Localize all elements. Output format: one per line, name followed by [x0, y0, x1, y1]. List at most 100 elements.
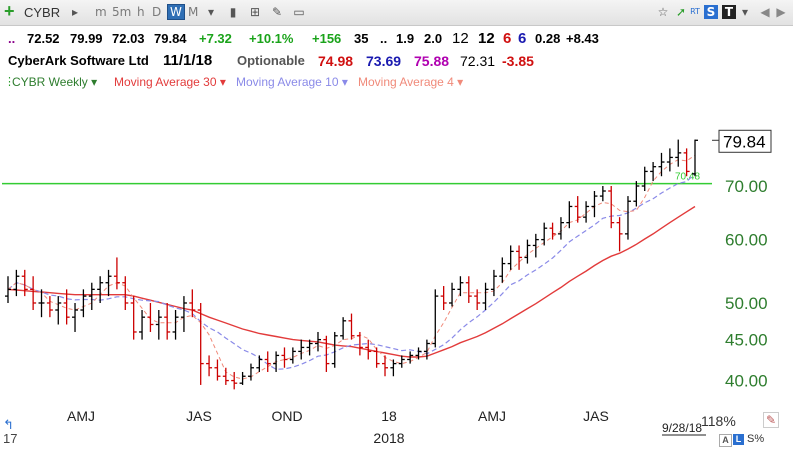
up-arrow-icon[interactable]: ➚	[675, 5, 687, 19]
legend-main-label: CYBR Weekly	[12, 75, 88, 89]
zoom-level[interactable]: 118%	[701, 413, 736, 429]
price-bar	[382, 355, 389, 377]
price-bar	[440, 286, 447, 311]
stat-value: 6	[518, 30, 527, 47]
volume-change-value: +156	[312, 31, 342, 46]
price-bar	[122, 276, 129, 311]
stat-value: 12	[452, 30, 469, 47]
draw-pencil-icon[interactable]: ✎	[271, 5, 283, 19]
price-bar	[46, 296, 53, 318]
price-bar	[30, 276, 37, 311]
price-bar	[88, 282, 95, 311]
ma10-value: 73.69	[366, 53, 402, 69]
legend-main[interactable]: CYBR Weekly ▾	[12, 75, 98, 89]
price-bar	[415, 347, 422, 360]
price-bar	[331, 331, 338, 368]
y-tick-label: 40.00	[725, 372, 768, 391]
price-bar	[231, 371, 238, 390]
price-bar	[616, 217, 623, 252]
t-icon[interactable]: T	[722, 5, 736, 19]
price-bar	[273, 351, 280, 372]
price-bar	[80, 289, 87, 318]
price-bar	[624, 196, 631, 240]
diff-value: -3.85	[502, 53, 534, 69]
price-bar	[323, 335, 330, 372]
symbol-field[interactable]: CYBR	[24, 5, 61, 20]
s-pct-button[interactable]: S%	[747, 433, 765, 445]
format-icon[interactable]: ▭	[293, 5, 305, 19]
price-bar	[314, 331, 321, 352]
add-icon[interactable]: +	[4, 1, 15, 21]
price-bar	[583, 201, 590, 223]
rt-icon[interactable]: RT	[690, 7, 700, 16]
s-icon[interactable]: S	[704, 5, 718, 19]
price-bar	[432, 289, 439, 348]
tf-w[interactable]: W	[167, 4, 185, 20]
expand-icon[interactable]: ▸	[71, 5, 79, 19]
stat-value: 35	[354, 31, 369, 46]
stat-value: 1.9	[396, 31, 415, 46]
x-tick-label: AMJ	[478, 408, 506, 424]
price-bar	[633, 181, 640, 207]
x-tick-label: JAS	[583, 408, 609, 424]
tf-5m[interactable]: 5m	[112, 5, 132, 19]
low-value: 72.03	[112, 31, 145, 46]
add-chart-icon[interactable]: ⊞	[249, 5, 261, 19]
price-bar	[222, 367, 229, 385]
right-arrow-icon[interactable]: ▶	[776, 5, 786, 19]
legend-ma10[interactable]: Moving Average 10 ▾	[236, 75, 348, 89]
price-bar	[97, 276, 104, 303]
ma10-line	[7, 172, 696, 370]
price-bar	[574, 196, 581, 223]
price-bar	[113, 257, 120, 290]
price-bar	[13, 269, 20, 297]
change-pct-value: +10.1%	[249, 31, 294, 46]
price-chart[interactable]: 70.48 40.00 45.00 50.00 60.00 70.00 79.84 AMJ…	[0, 91, 793, 451]
chevron-down-icon[interactable]: ▾	[207, 5, 215, 19]
price-bar	[289, 347, 296, 364]
tf-h[interactable]: h	[137, 5, 145, 19]
price-bar	[139, 310, 146, 340]
price-bar	[599, 186, 606, 202]
high-value: 79.99	[70, 31, 103, 46]
price-bar	[180, 296, 187, 332]
price-bar	[306, 339, 313, 356]
optionable-label: Optionable	[237, 53, 305, 68]
tf-m[interactable]: m	[95, 5, 107, 19]
price-bar	[516, 245, 523, 270]
price-bar	[549, 222, 556, 240]
open-value: 72.52	[27, 31, 60, 46]
ma4-value: 75.88	[414, 53, 450, 69]
tree-icon[interactable]: ⋮	[4, 76, 15, 88]
y-tick-label: 70.00	[725, 177, 768, 196]
chevron-down-icon[interactable]: ▾	[741, 5, 749, 19]
price-bar	[63, 289, 70, 325]
y-tick-label: 45.00	[725, 331, 768, 350]
scroll-icon[interactable]: ↰	[3, 417, 14, 432]
date-label: 11/1/18	[163, 52, 213, 69]
price-bar	[105, 269, 112, 297]
tf-month[interactable]: M	[188, 5, 199, 19]
price-bar	[474, 289, 481, 311]
l-button[interactable]: L	[733, 434, 744, 445]
star-icon[interactable]: ☆	[657, 5, 669, 19]
a-button[interactable]: A	[719, 434, 732, 447]
bar-chart-icon[interactable]: ▮	[229, 5, 237, 19]
toolbar: + CYBR ▸ m 5m h D W M ▾ ▮ ⊞ ✎ ▭ ☆ ➚ RT S…	[0, 0, 793, 26]
stat-value: 0.28	[535, 31, 561, 46]
price-bar	[373, 347, 380, 368]
price-bar	[650, 162, 657, 182]
price-bar	[423, 339, 430, 360]
legend-ma30[interactable]: Moving Average 30 ▾	[114, 75, 226, 89]
info-row: CyberArk Software Ltd 11/1/18 Optionable…	[0, 51, 793, 71]
tf-d[interactable]: D	[152, 5, 162, 19]
left-arrow-icon[interactable]: ◀	[760, 5, 770, 19]
edit-icon[interactable]: ✎	[763, 412, 779, 428]
price-bar	[449, 282, 456, 307]
price-bar	[214, 359, 221, 381]
ma30-value: 74.98	[318, 53, 354, 69]
price-bar	[390, 359, 397, 377]
legend-ma4[interactable]: Moving Average 4 ▾	[358, 75, 464, 89]
price-bar	[465, 276, 472, 303]
stat-value: ..	[380, 31, 388, 46]
